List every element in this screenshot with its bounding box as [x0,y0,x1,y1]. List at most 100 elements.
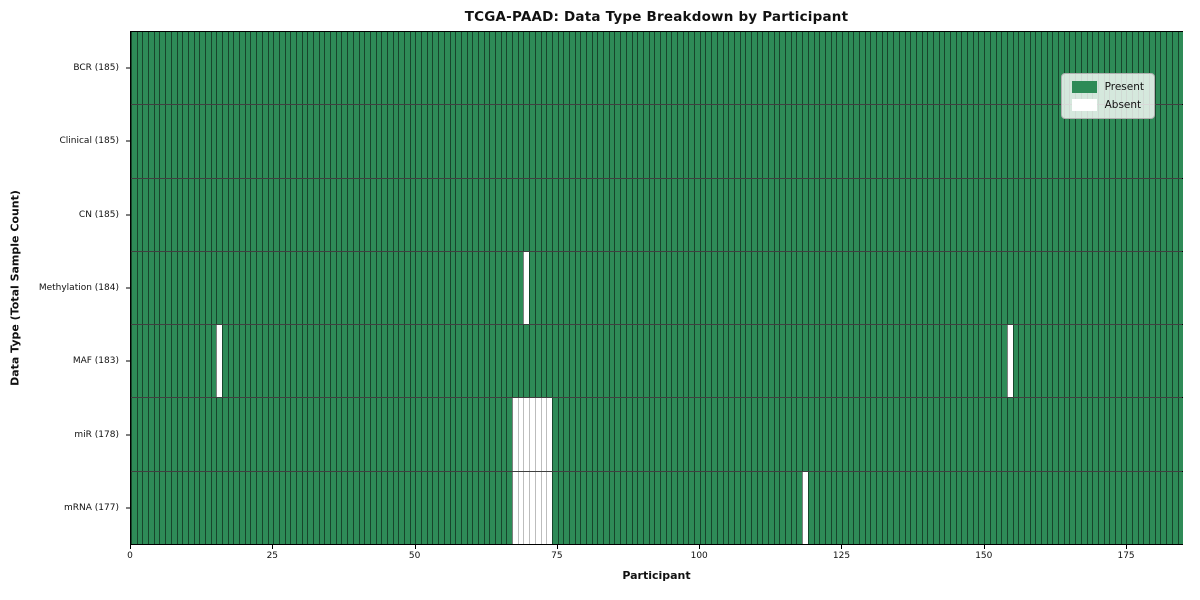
heatmap-cell [978,105,985,178]
heatmap-cell [529,178,535,251]
heatmap-cell [1126,251,1132,325]
heatmap-cell [529,471,535,544]
heatmap-cell [278,325,285,398]
heatmap-cell [1018,325,1024,398]
heatmap-cell [176,105,183,178]
heatmap-cell [631,471,638,544]
heatmap-cell [176,471,183,544]
heatmap-cell [1126,178,1132,251]
heatmap-cell [1023,105,1030,178]
heatmap-cell [398,398,404,471]
heatmap-cell [608,105,615,178]
heatmap-cell [546,471,552,544]
heatmap-cell [779,251,786,325]
heatmap-cell [295,32,302,105]
heatmap-cell [540,471,547,544]
heatmap-cell [955,398,962,471]
heatmap-cell [722,325,729,398]
heatmap-cell [170,325,177,398]
heatmap-cell [1097,32,1104,105]
heatmap-cell [551,398,558,471]
heatmap-cell [978,325,985,398]
heatmap-cell [978,471,985,544]
heatmap-cell [193,32,200,105]
heatmap-cell [802,398,808,471]
heatmap-cell [227,32,234,105]
heatmap-cell [421,325,427,398]
heatmap-cell [921,471,928,544]
heatmap-cell [955,105,962,178]
heatmap-cell [290,325,296,398]
heatmap-cell [1171,471,1178,544]
heatmap-cell [318,398,325,471]
x-tick-label: 100 [690,551,708,561]
heatmap-cell [722,398,729,471]
heatmap-cell [466,251,473,325]
heatmap-cell [1018,32,1024,105]
heatmap-grid [131,32,1184,544]
heatmap-cell [642,325,649,398]
heatmap-cell [915,105,922,178]
heatmap-cell [1029,32,1036,105]
heatmap-cell [495,32,501,105]
heatmap-cell [421,251,427,325]
heatmap-cell [614,398,621,471]
heatmap-cell [523,471,530,544]
heatmap-cell [204,105,211,178]
heatmap-cell [483,471,490,544]
heatmap-cell [449,178,456,251]
heatmap-cell [762,32,768,105]
heatmap-cell [233,105,240,178]
heatmap-cell [614,471,621,544]
heatmap-cell [802,178,808,251]
heatmap-cell [199,398,205,471]
heatmap-row-Methylation [131,250,1184,325]
heatmap-cell [580,105,586,178]
heatmap-cell [227,105,234,178]
heatmap-cell [756,325,763,398]
y-tick-label-miR: miR (178) [74,429,119,440]
heatmap-cell [591,471,598,544]
heatmap-cell [233,32,240,105]
heatmap-cell [335,105,342,178]
heatmap-cell [870,251,877,325]
heatmap-cell [876,251,882,325]
heatmap-cell [586,398,592,471]
heatmap-cell [978,32,985,105]
heatmap-cell [529,32,535,105]
heatmap-cell [131,251,137,325]
heatmap-cell [699,178,706,251]
heatmap-cell [1109,105,1115,178]
heatmap-cell [159,251,166,325]
heatmap-cell [546,325,552,398]
heatmap-cell [1018,471,1024,544]
heatmap-cell [637,32,643,105]
x-tick-label: 175 [1117,551,1135,561]
heatmap-cell [489,251,495,325]
heatmap-cell [859,105,865,178]
heatmap-cell [574,32,581,105]
heatmap-cell [483,251,490,325]
heatmap-cell [187,398,194,471]
heatmap-cell [802,251,808,325]
heatmap-cell [1080,251,1087,325]
heatmap-cell [574,105,581,178]
x-axis: 0 25 50 75 100 125 150 175 [127,545,1183,575]
heatmap-cell [495,251,501,325]
heatmap-cell [915,32,922,105]
heatmap-cell [836,471,842,544]
heatmap-cell [580,251,586,325]
heatmap-cell [921,105,928,178]
heatmap-cell [176,32,183,105]
heatmap-cell [762,178,768,251]
heatmap-cell [893,398,899,471]
heatmap-cell [750,251,757,325]
heatmap-cell [841,398,848,471]
heatmap-cell [313,398,319,471]
x-tick-mark [699,545,701,549]
heatmap-cell [637,471,643,544]
heatmap-cell [603,471,609,544]
heatmap-cell [1143,251,1150,325]
heatmap-cell [768,251,774,325]
heatmap-cell [466,398,473,471]
